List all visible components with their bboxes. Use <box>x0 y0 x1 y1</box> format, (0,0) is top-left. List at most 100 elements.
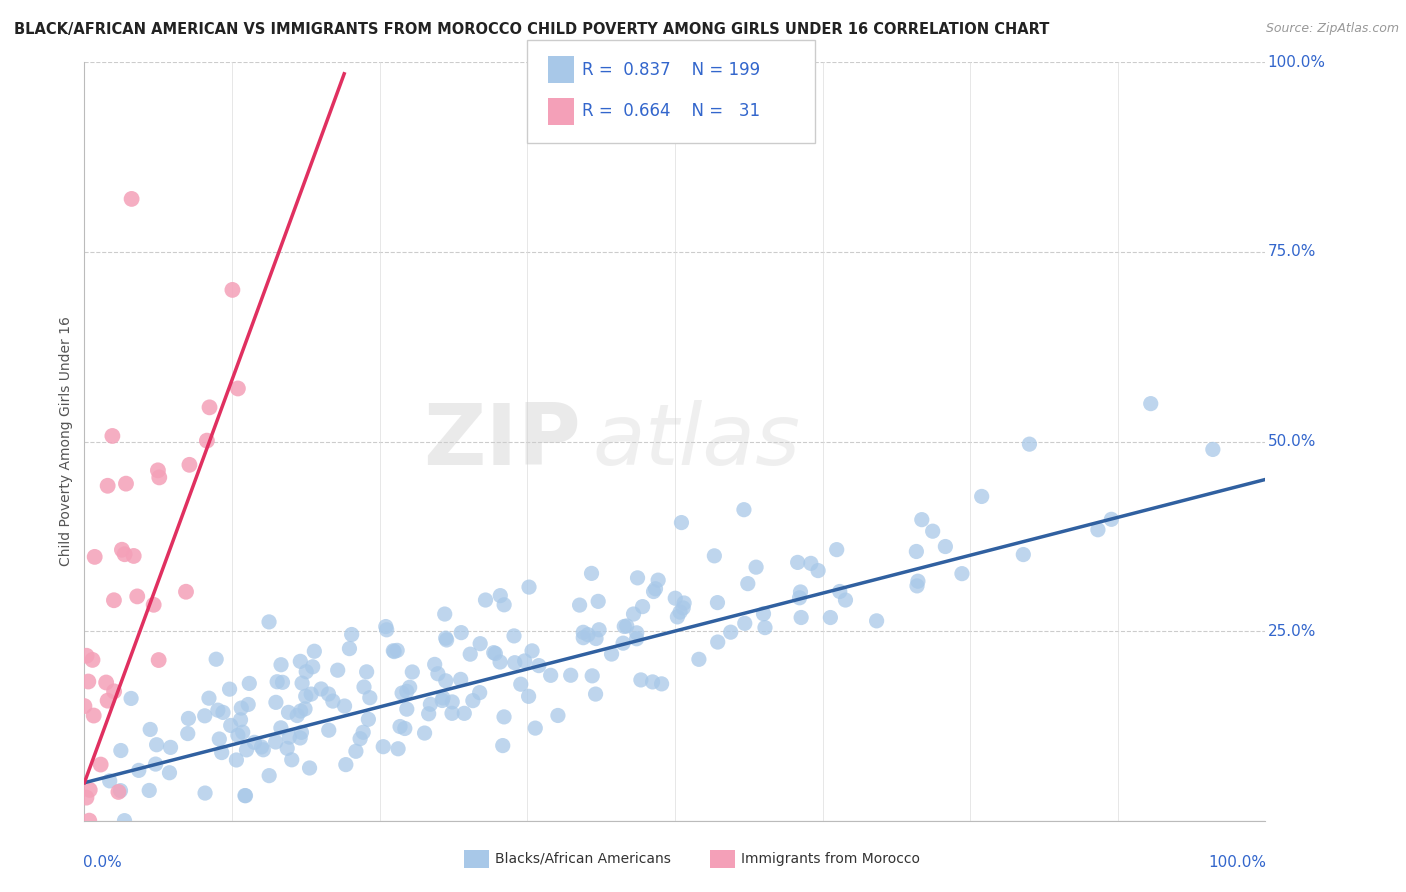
Point <box>450 673 472 687</box>
Point <box>389 720 412 734</box>
Point <box>825 542 848 557</box>
Point <box>349 731 371 746</box>
Point <box>503 629 526 643</box>
Point <box>789 591 811 605</box>
Point <box>644 582 666 596</box>
Point <box>626 632 648 646</box>
Point <box>318 687 340 701</box>
Point <box>436 632 458 647</box>
Point <box>382 644 405 658</box>
Point <box>83 708 105 723</box>
Point <box>194 786 217 800</box>
Point <box>520 644 543 658</box>
Point <box>98 773 121 788</box>
Text: BLACK/AFRICAN AMERICAN VS IMMIGRANTS FROM MOROCCO CHILD POVERTY AMONG GIRLS UNDE: BLACK/AFRICAN AMERICAN VS IMMIGRANTS FRO… <box>14 22 1049 37</box>
Text: 100.0%: 100.0% <box>1209 855 1267 870</box>
Point <box>720 625 742 640</box>
Point <box>385 643 408 657</box>
Point <box>290 725 312 739</box>
Point <box>276 741 298 756</box>
Point <box>524 721 547 735</box>
Point <box>820 610 842 624</box>
Point <box>1202 442 1225 457</box>
Point <box>647 573 669 587</box>
Text: atlas: atlas <box>592 400 800 483</box>
Point <box>159 740 181 755</box>
Point <box>907 574 929 589</box>
Point <box>434 631 457 645</box>
Point <box>517 580 540 594</box>
Point <box>641 674 664 689</box>
Point <box>340 627 363 641</box>
Point <box>576 628 599 642</box>
Point <box>219 718 242 732</box>
Point <box>103 593 125 607</box>
Point <box>626 625 648 640</box>
Point <box>309 681 332 696</box>
Point <box>195 434 218 448</box>
Point <box>1099 512 1122 526</box>
Point <box>905 579 928 593</box>
Point <box>375 623 398 637</box>
Point <box>643 584 665 599</box>
Point <box>97 479 120 493</box>
Point <box>198 401 221 415</box>
Point <box>76 648 98 663</box>
Text: 25.0%: 25.0% <box>1268 624 1316 639</box>
Point <box>291 676 314 690</box>
Point <box>800 557 823 571</box>
Point <box>484 647 506 661</box>
Point <box>357 712 380 726</box>
Point <box>527 658 550 673</box>
Point <box>359 690 381 705</box>
Point <box>232 725 254 739</box>
Point <box>277 706 299 720</box>
Point <box>616 619 638 633</box>
Point <box>120 691 142 706</box>
Point <box>440 706 463 721</box>
Point <box>82 653 104 667</box>
Point <box>122 549 145 563</box>
Point <box>382 644 405 658</box>
Point <box>266 674 288 689</box>
Point <box>278 730 301 744</box>
Point <box>208 732 231 747</box>
Point <box>418 706 440 721</box>
Point <box>290 654 312 668</box>
Point <box>398 680 420 694</box>
Point <box>138 783 160 797</box>
Point <box>226 382 249 396</box>
Point <box>688 652 710 666</box>
Point <box>96 675 118 690</box>
Text: 50.0%: 50.0% <box>1268 434 1316 449</box>
Point <box>434 673 457 688</box>
Point <box>703 549 725 563</box>
Point <box>205 652 228 666</box>
Point <box>257 769 280 783</box>
Point <box>356 665 378 679</box>
Point <box>235 789 257 803</box>
Point <box>387 741 409 756</box>
Point <box>139 723 162 737</box>
Text: 0.0%: 0.0% <box>83 855 122 870</box>
Point <box>513 654 536 668</box>
Text: R =  0.664    N =   31: R = 0.664 N = 31 <box>582 103 761 120</box>
Point <box>114 547 136 561</box>
Point <box>745 560 768 574</box>
Point <box>401 665 423 679</box>
Point <box>294 690 316 704</box>
Point <box>353 680 375 694</box>
Point <box>540 668 562 682</box>
Point <box>1012 548 1035 562</box>
Point <box>103 684 125 698</box>
Point <box>631 599 654 614</box>
Point <box>211 746 233 760</box>
Point <box>807 564 830 578</box>
Point <box>326 663 349 677</box>
Point <box>374 619 396 633</box>
Point <box>433 607 456 621</box>
Point <box>706 596 728 610</box>
Point <box>482 646 505 660</box>
Point <box>509 677 531 691</box>
Point <box>612 636 634 650</box>
